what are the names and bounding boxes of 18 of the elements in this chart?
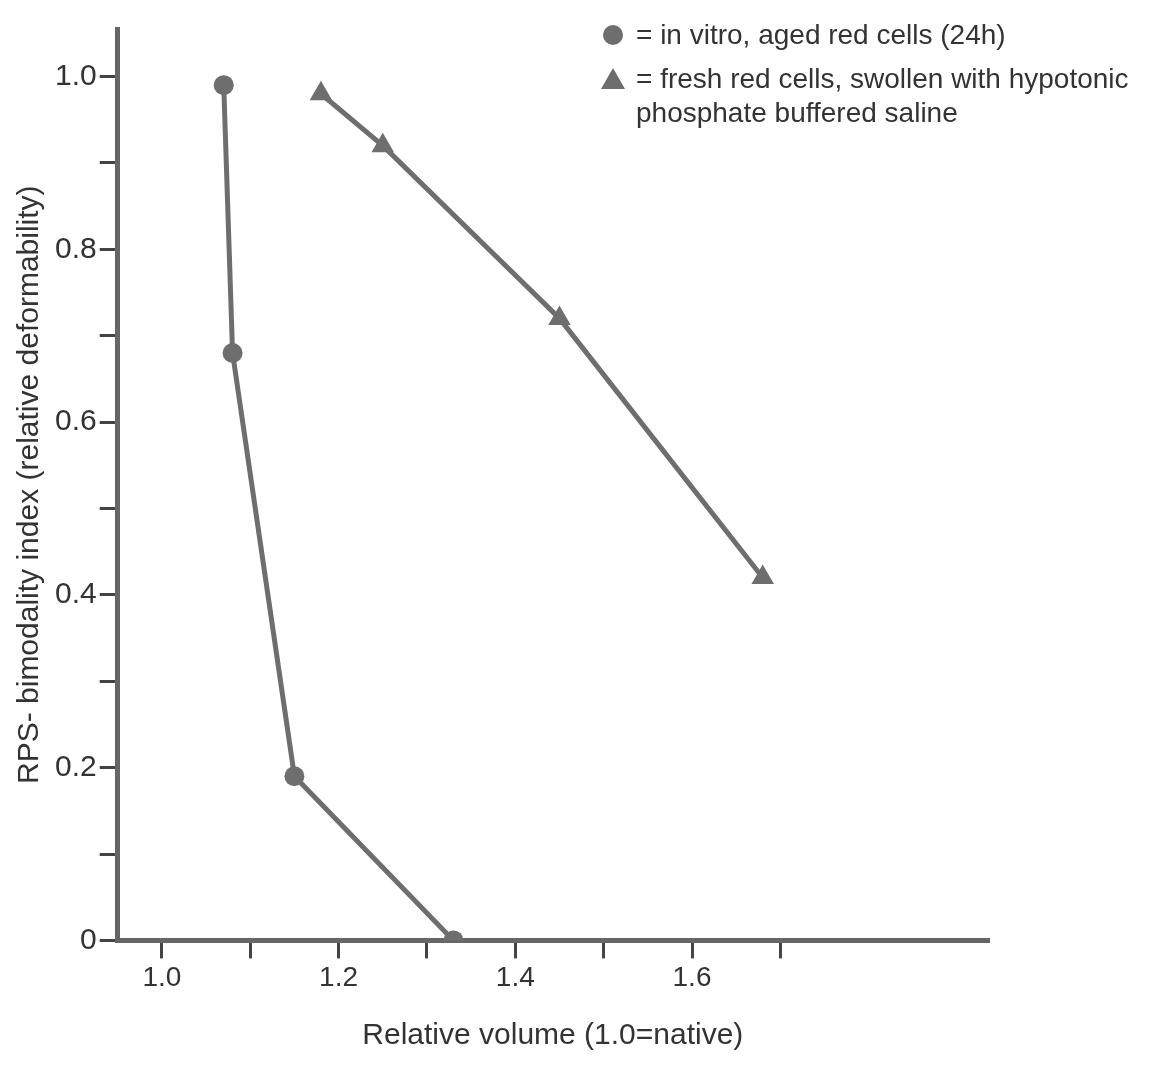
y-tick-label: 0.6: [54, 403, 97, 437]
point: [751, 564, 774, 585]
y-tick-label: 0: [80, 921, 97, 955]
y-tick-label: 0.4: [54, 576, 97, 610]
y-tick-label: 0.8: [54, 230, 97, 264]
y-tick-label: 1.0: [54, 57, 97, 91]
x-axis-title: Relative volume (1.0=native): [362, 1017, 744, 1051]
legend-label: = fresh red cells, swollen with hypotonic phosphate buffered saline: [636, 62, 1130, 130]
x-tick-label: 1.6: [672, 960, 712, 992]
x-tick-label: 1.2: [319, 960, 359, 992]
y-axis-title: RPS- bimodality index (relative deformability): [11, 185, 45, 784]
x-tick-label: 1.4: [495, 960, 535, 992]
y-tick-label: 0.2: [54, 748, 97, 782]
x-tick-label: 1.0: [142, 960, 182, 992]
legend-label: = in vitro, aged red cells (24h): [636, 18, 1006, 52]
point: [309, 80, 333, 101]
point: [371, 132, 395, 153]
point: [548, 305, 571, 325]
